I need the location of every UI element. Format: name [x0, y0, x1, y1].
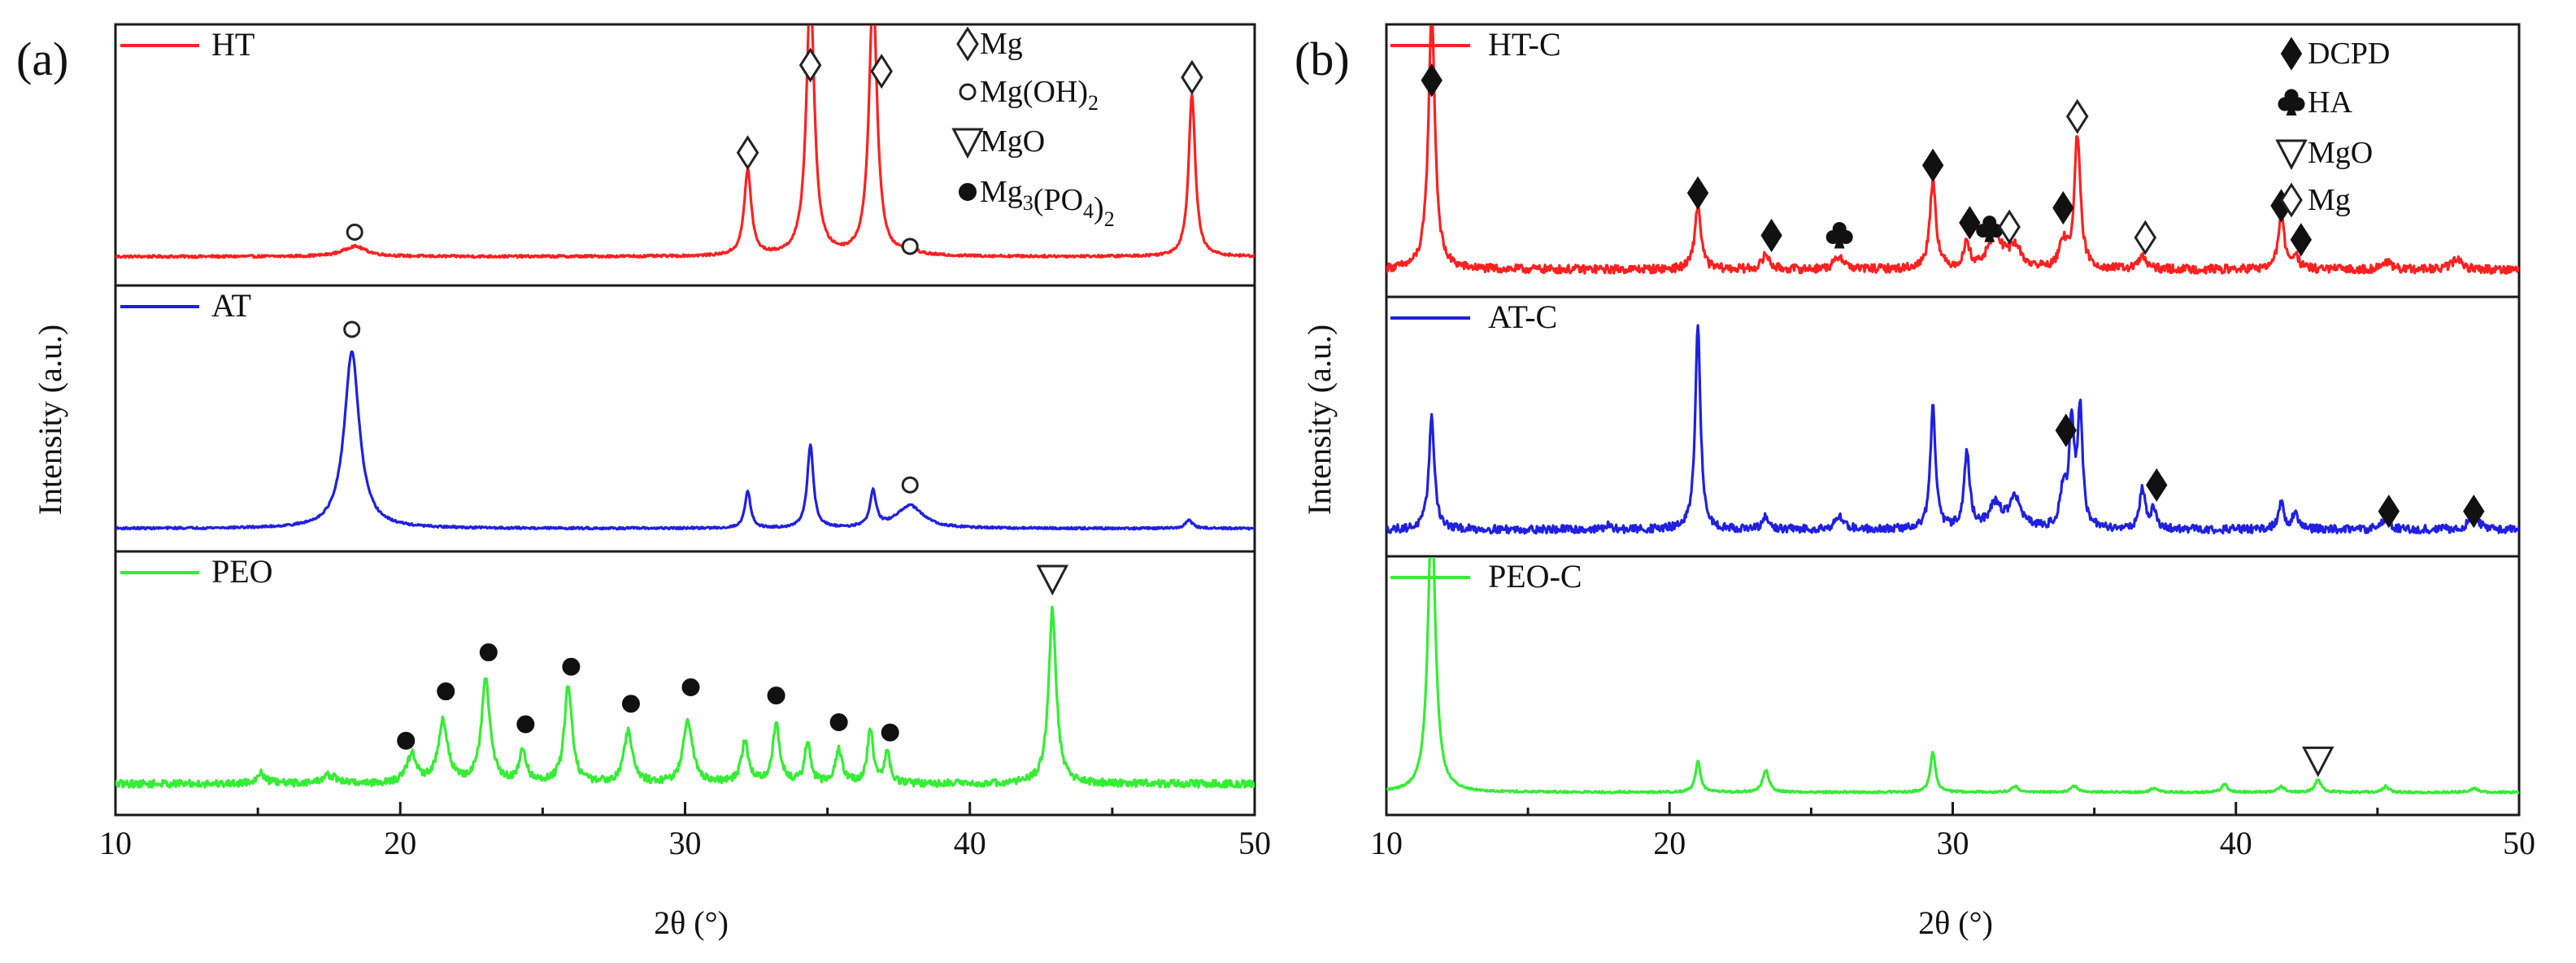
open-circle-marker [901, 476, 919, 494]
x-tick-label: 50 [2503, 825, 2535, 861]
legend-item-2: MgO [2308, 136, 2373, 170]
open-diamond-marker [2134, 220, 2157, 255]
filled-diamond-marker [2052, 190, 2074, 225]
trace-label-ht: HT [211, 26, 255, 63]
filled-circle-marker [562, 657, 581, 676]
trace-peo-c [1386, 557, 2519, 795]
open-diamond-marker [1998, 209, 2021, 245]
x-tick-label: 40 [2220, 825, 2252, 861]
legend-item-0: Mg [980, 27, 1023, 61]
x-tick-label: 30 [1937, 825, 1969, 861]
open-triangle-down-marker [2302, 746, 2334, 778]
filled-diamond-marker [2055, 413, 2077, 447]
filled-diamond-marker [2378, 495, 2400, 529]
filled-circle-marker [621, 695, 640, 713]
filled-diamond-marker [1959, 206, 1981, 240]
x-tick-label: 50 [1238, 825, 1271, 861]
legend-open-diamond [2280, 182, 2303, 218]
trace-label-at-c: AT-C [1488, 298, 1557, 335]
trace-at-c [1386, 324, 2519, 535]
filled-circle-marker [437, 682, 455, 701]
trace-label-peo-c: PEO-C [1488, 558, 1582, 595]
open-diamond-marker [736, 135, 759, 171]
filled-circle-marker [516, 715, 535, 734]
legend-open-triangle-down [2275, 139, 2308, 171]
filled-diamond-marker [1921, 148, 1944, 182]
filled-diamond-marker [2290, 223, 2313, 257]
legend-filled-circle [959, 183, 977, 201]
open-diamond-marker [2065, 98, 2089, 134]
legend-club [2278, 89, 2305, 115]
x-tick-label: 40 [954, 825, 986, 861]
filled-circle-marker [829, 712, 848, 731]
plot-frame [114, 23, 1256, 817]
panel-letter: (b) [1295, 33, 1350, 85]
club-marker [1825, 222, 1853, 249]
open-diamond-marker [870, 54, 893, 89]
x-tick-label: 30 [669, 825, 702, 861]
filled-circle-marker [881, 723, 899, 742]
legend-item-3: Mg [2308, 183, 2351, 217]
filled-diamond-marker [1686, 176, 1709, 210]
x-tick-label: 10 [99, 825, 132, 861]
panel-b: 10 20 30 40 50 2θ (°) Intensity (a.u.) (b) HT-C A… [1295, 23, 2535, 941]
filled-diamond-marker [2463, 495, 2485, 529]
legend-filled-diamond [2280, 37, 2303, 71]
open-circle-marker [343, 320, 361, 338]
panel-a: 10 20 30 40 50 2θ (°) Intensity (a.u.) (a) HT AT P… [16, 23, 1271, 941]
open-triangle-down-marker [1036, 564, 1069, 596]
filled-circle-marker [397, 731, 416, 750]
trace-label-at: AT [211, 287, 251, 324]
trace-peo [115, 605, 1255, 789]
open-circle-marker [901, 237, 919, 255]
x-tick-label: 20 [1653, 825, 1686, 861]
legend-item-1: HA [2308, 85, 2352, 120]
legend-open-triangle-down [951, 128, 984, 159]
filled-circle-marker [479, 643, 498, 662]
x-tick-label: 20 [384, 825, 416, 861]
open-circle-marker [346, 223, 363, 241]
club-marker [1976, 216, 2004, 242]
legend-item-3: Mg3(PO4)2 [980, 175, 1115, 231]
filled-diamond-marker [1421, 63, 1442, 98]
filled-circle-marker [681, 678, 700, 697]
trace-ht [115, 25, 1255, 259]
filled-diamond-marker [1760, 218, 1782, 253]
open-diamond-marker [798, 47, 822, 83]
x-axis-label: 2θ (°) [654, 904, 729, 941]
legend-item-0: DCPD [2308, 37, 2390, 71]
filled-diamond-marker [2146, 468, 2168, 502]
legend-open-circle [959, 83, 977, 101]
trace-label-ht-c: HT-C [1488, 26, 1561, 63]
legend-item-2: MgO [980, 124, 1045, 159]
trace-at [115, 350, 1255, 531]
y-axis-label: Intensity (a.u.) [32, 325, 68, 515]
y-axis-label: Intensity (a.u.) [1301, 325, 1338, 515]
open-diamond-marker [1181, 59, 1203, 95]
x-tick-label: 10 [1370, 825, 1403, 861]
x-axis-label: 2θ (°) [1918, 904, 1993, 941]
panel-letter: (a) [16, 33, 68, 85]
legend-open-diamond [956, 26, 979, 62]
trace-ht-c [1386, 25, 2519, 275]
legend-item-1: Mg(OH)2 [980, 75, 1099, 115]
trace-label-peo: PEO [211, 553, 273, 590]
filled-circle-marker [767, 686, 785, 705]
